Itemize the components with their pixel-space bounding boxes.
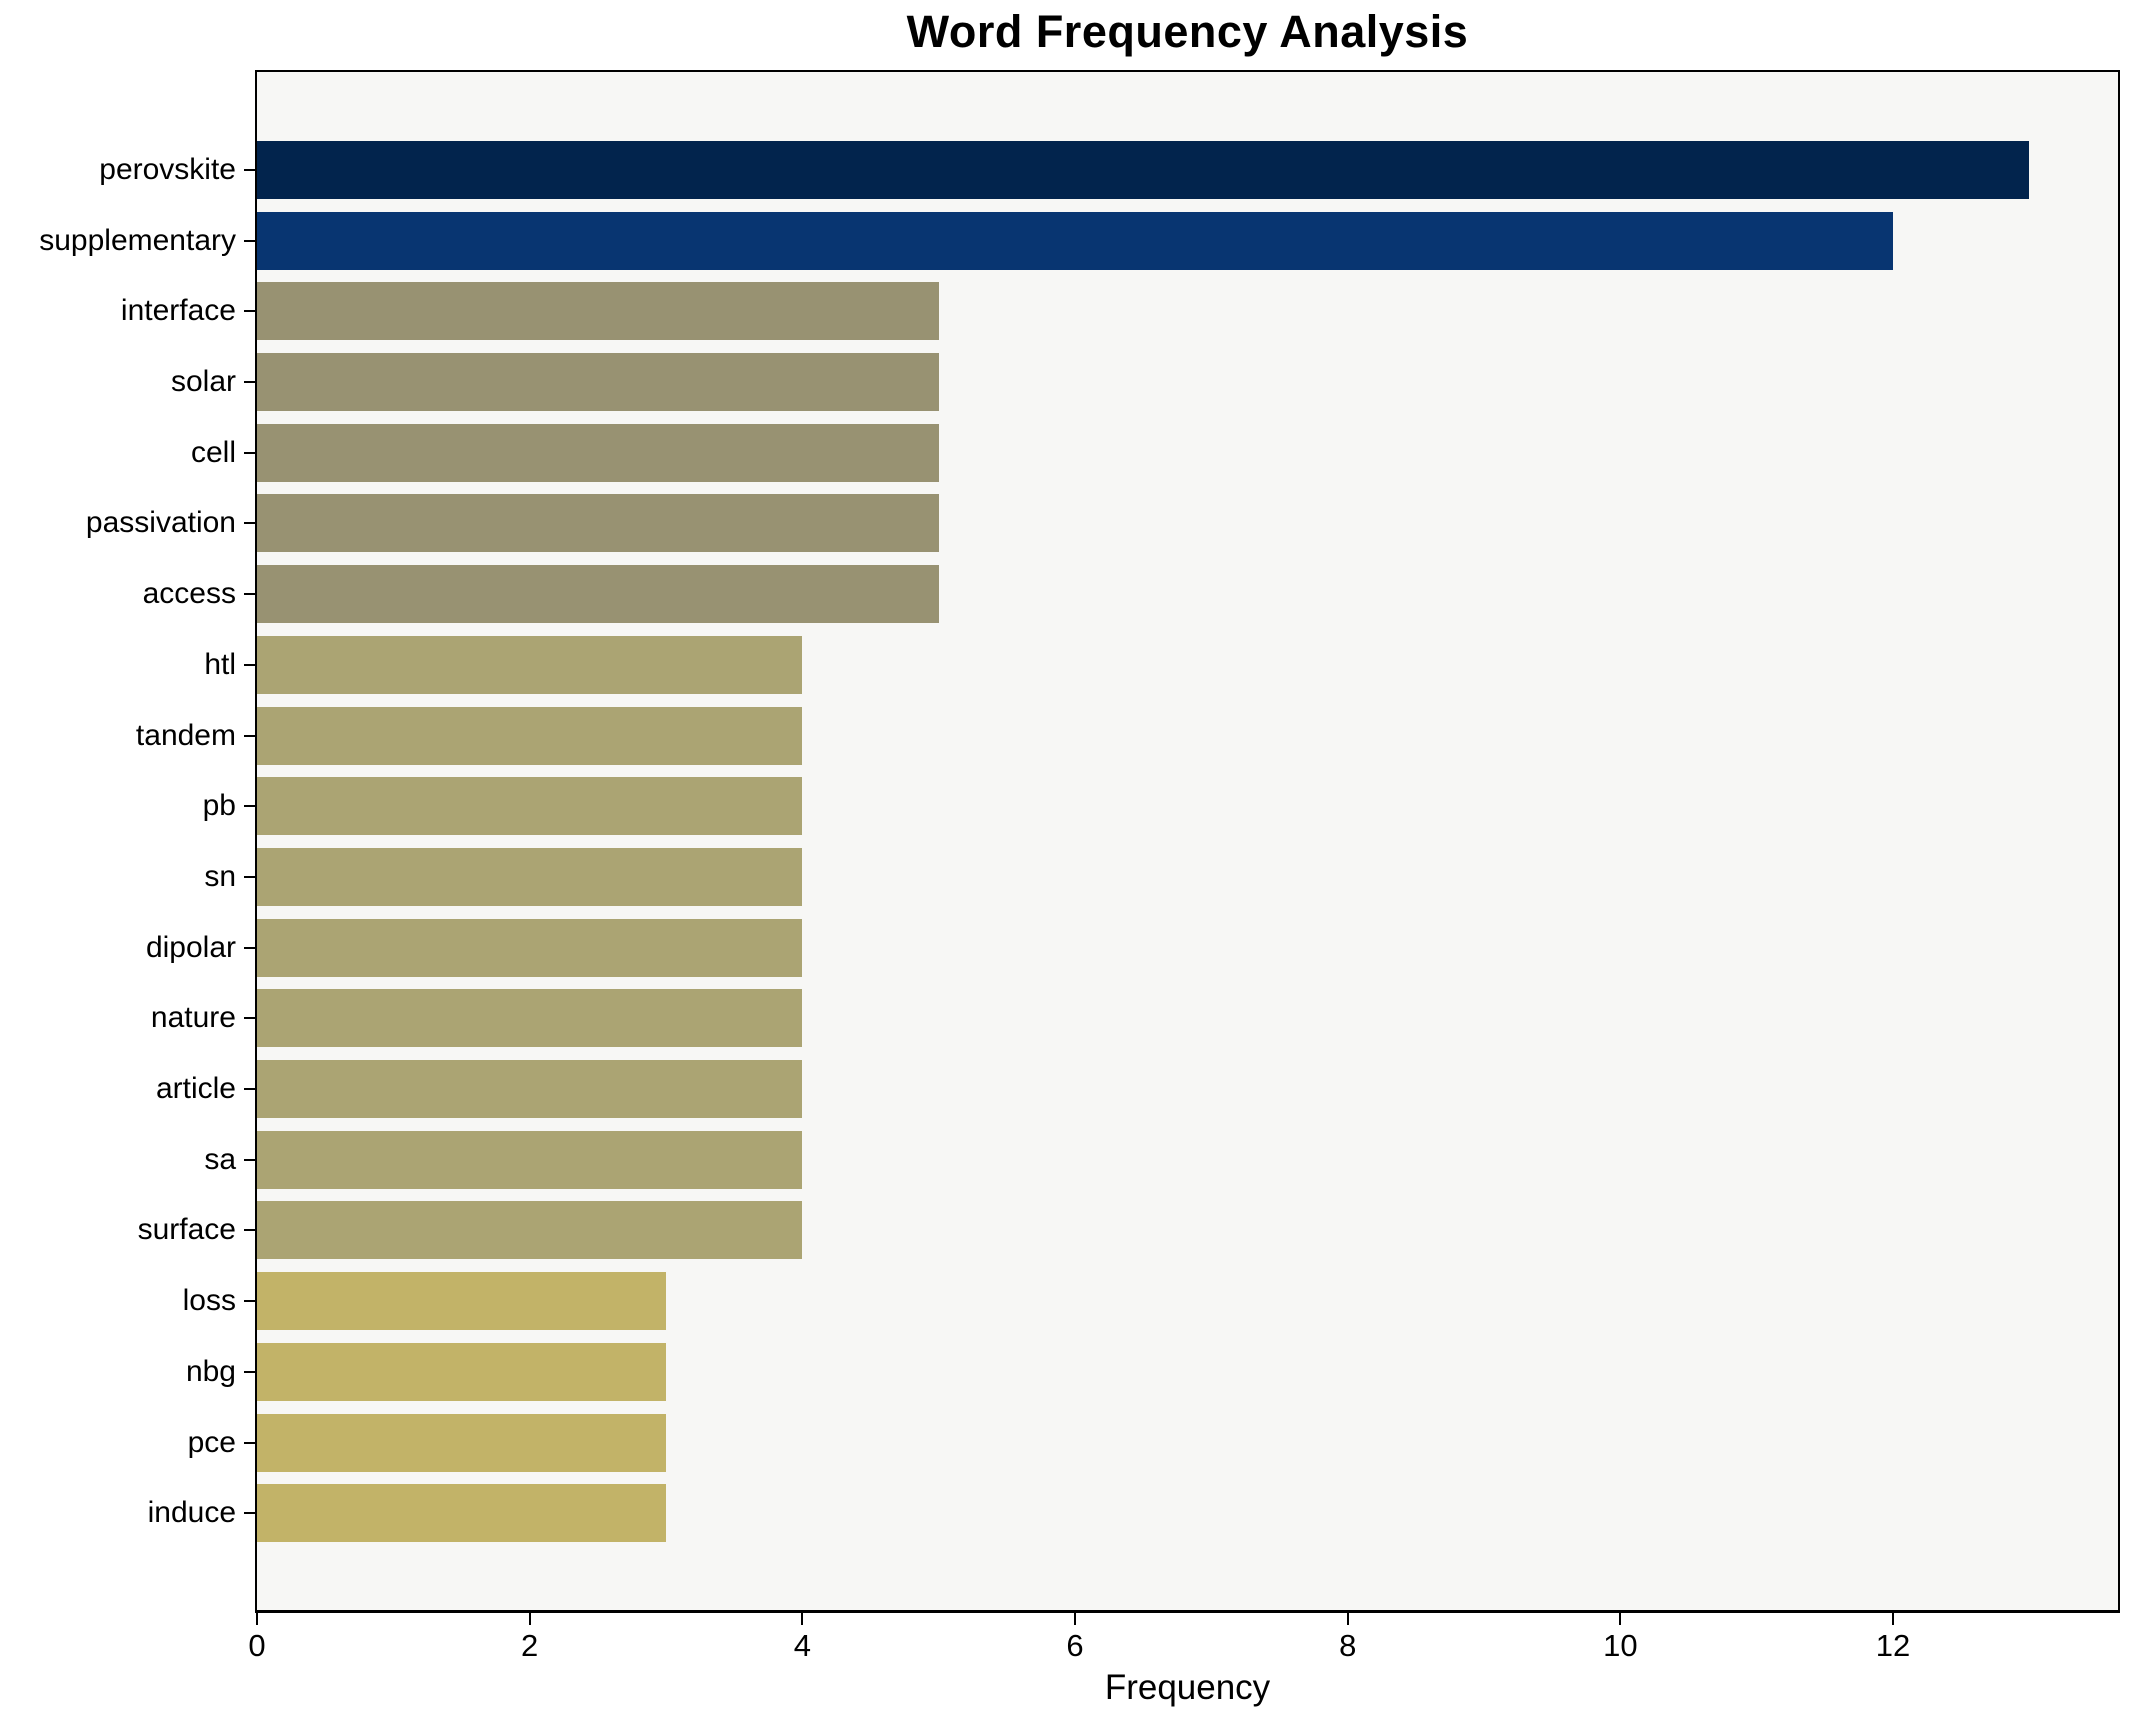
y-tick-label: supplementary — [39, 223, 236, 257]
bar-access — [257, 565, 939, 624]
y-tick-label: induce — [147, 1496, 236, 1530]
y-tick-label: htl — [204, 647, 236, 681]
y-tick-mark — [244, 1158, 257, 1161]
y-tick-label: cell — [190, 435, 236, 469]
x-tick-mark — [1074, 1613, 1077, 1625]
y-tick-mark — [244, 168, 257, 171]
chart-title: Word Frequency Analysis — [906, 6, 1469, 57]
x-tick-label: 4 — [793, 1628, 811, 1663]
y-tick-mark — [244, 451, 257, 454]
y-tick-mark — [244, 593, 257, 596]
y-tick-label: sn — [204, 859, 236, 893]
bar-dipolar — [257, 918, 803, 977]
y-tick-mark — [244, 1017, 257, 1020]
bar-perovskite — [257, 140, 2030, 199]
y-tick-label: loss — [182, 1284, 236, 1318]
y-tick-label: interface — [120, 294, 236, 328]
y-tick-label: access — [142, 577, 236, 611]
bar-surface — [257, 1201, 803, 1260]
y-tick-mark — [244, 1088, 257, 1091]
y-tick-mark — [244, 522, 257, 525]
bar-sn — [257, 847, 803, 906]
y-tick-mark — [244, 946, 257, 949]
y-tick-mark — [244, 1229, 257, 1232]
y-tick-label: perovskite — [99, 152, 236, 186]
y-tick-mark — [244, 381, 257, 384]
bar-sa — [257, 1130, 803, 1189]
y-tick-mark — [244, 310, 257, 313]
y-tick-label: solar — [170, 365, 236, 399]
x-tick-label: 0 — [248, 1628, 266, 1663]
bar-cell — [257, 423, 939, 482]
bar-tandem — [257, 706, 803, 765]
bar-passivation — [257, 494, 939, 553]
bar-pb — [257, 777, 803, 836]
bars-container — [257, 72, 2118, 1610]
y-tick-label: surface — [137, 1213, 236, 1247]
y-tick-label: dipolar — [145, 930, 236, 964]
x-tick-mark — [1892, 1613, 1895, 1625]
x-tick-label: 10 — [1603, 1628, 1638, 1663]
y-tick-mark — [244, 1370, 257, 1373]
x-tick-label: 12 — [1875, 1628, 1911, 1663]
y-tick-label: article — [155, 1072, 236, 1106]
x-tick-mark — [1346, 1613, 1349, 1625]
x-tick-mark — [1619, 1613, 1622, 1625]
y-tick-mark — [244, 1300, 257, 1303]
y-tick-label: passivation — [85, 506, 236, 540]
x-tick-label: 8 — [1339, 1628, 1357, 1663]
y-tick-mark — [244, 1512, 257, 1515]
bar-htl — [257, 635, 803, 694]
x-tick-mark — [801, 1613, 804, 1625]
bar-nbg — [257, 1342, 666, 1401]
x-tick-mark — [256, 1613, 258, 1625]
y-tick-label: pce — [187, 1425, 236, 1459]
bar-nature — [257, 989, 803, 1048]
x-tick-mark — [528, 1613, 531, 1625]
bar-induce — [257, 1484, 666, 1543]
y-tick-label: nature — [150, 1001, 236, 1035]
x-tick-label: 2 — [521, 1628, 539, 1663]
bar-article — [257, 1060, 803, 1119]
y-tick-label: pb — [202, 789, 236, 823]
x-tick-label: 6 — [1066, 1628, 1084, 1663]
plot-area — [255, 70, 2120, 1613]
y-tick-mark — [244, 1441, 257, 1444]
y-tick-mark — [244, 734, 257, 737]
y-tick-label: nbg — [185, 1354, 236, 1388]
bar-supplementary — [257, 211, 1894, 270]
bar-interface — [257, 282, 939, 341]
x-axis-title: Frequency — [1104, 1668, 1271, 1707]
y-tick-mark — [244, 805, 257, 808]
y-tick-label: tandem — [135, 718, 236, 752]
bar-pce — [257, 1413, 666, 1472]
bar-loss — [257, 1272, 666, 1331]
y-tick-mark — [244, 875, 257, 878]
y-tick-label: sa — [204, 1142, 236, 1176]
y-tick-mark — [244, 663, 257, 666]
y-tick-mark — [244, 239, 257, 242]
bar-solar — [257, 353, 939, 412]
